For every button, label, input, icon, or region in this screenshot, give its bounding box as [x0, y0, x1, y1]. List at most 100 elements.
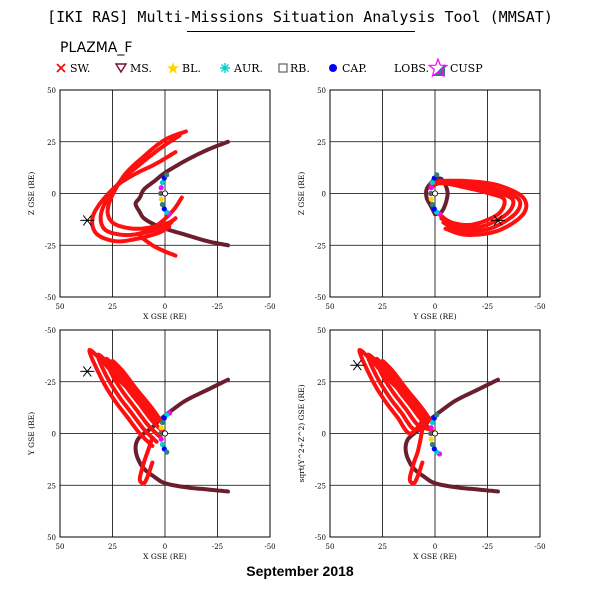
x-axis-label: X GSE (RE)	[143, 552, 187, 561]
panel-1: 50 50 25 25 0 0 -25 -25 -50 -50 X GSE (RE) Z GSE (R…	[27, 87, 276, 321]
earth-marker	[431, 190, 438, 197]
y-tick-label: 0	[52, 431, 56, 439]
orbit-track	[87, 348, 155, 448]
bow-shock-curve	[133, 377, 230, 494]
x-tick-label: -50	[264, 543, 275, 551]
y-tick-label: -50	[315, 534, 326, 542]
y-axis-label: Z GSE (RE)	[297, 172, 306, 216]
x-tick-label: 0	[163, 303, 167, 311]
y-tick-label: 50	[317, 327, 326, 335]
legend-label: AUR.	[234, 62, 263, 75]
x-tick-label: 50	[56, 543, 65, 551]
x-tick-label: -25	[482, 303, 493, 311]
x-tick-label: -25	[212, 303, 223, 311]
plot-area	[350, 348, 500, 494]
region-marker	[161, 415, 167, 421]
region-marker	[434, 412, 440, 418]
region-marker	[428, 196, 434, 202]
region-marker	[428, 185, 434, 191]
x-axis-label: X GSE (RE)	[143, 312, 187, 321]
y-tick-label: 0	[322, 191, 326, 199]
panel-3: 50 -50 25 -25 0 0 -25 25 -50 50 X GSE (RE) Y GSE (R…	[27, 327, 276, 561]
y-tick-label: 25	[47, 482, 56, 490]
red-x-marker-icon	[56, 63, 66, 73]
plot-area	[80, 129, 230, 258]
plot-area	[424, 172, 529, 238]
panel-4: 50 50 25 25 0 0 -25 -25 -50 -50 X GSE (RE) sqrt(Y^2…	[297, 327, 546, 561]
bow-shock-curve	[424, 176, 450, 217]
orbit-track	[428, 179, 516, 230]
x-axis-label: Y GSE (RE)	[412, 312, 456, 321]
y-tick-label: 50	[47, 87, 56, 95]
region-marker	[159, 441, 166, 448]
orbit-track	[98, 133, 182, 238]
legend-label: RB.	[290, 62, 310, 75]
plot-area	[80, 348, 230, 494]
spacecraft-marker	[491, 215, 505, 226]
region-marker	[158, 430, 164, 437]
x-tick-label: 0	[163, 543, 167, 551]
y-axis-label: Y GSE (RE)	[27, 412, 36, 456]
mission-name: PLAZMA_F	[60, 40, 133, 56]
x-tick-label: 0	[433, 303, 437, 311]
region-marker	[164, 172, 170, 178]
region-marker	[428, 430, 434, 437]
page-title: [IKI RAS] Multi-Missions Situation Analy…	[47, 8, 553, 26]
spacecraft-marker	[80, 366, 95, 377]
earth-marker	[431, 430, 438, 437]
region-marker	[428, 436, 434, 442]
x-tick-label: 50	[56, 303, 65, 311]
legend-label: LOBS.	[394, 62, 430, 75]
x-tick-label: 50	[326, 543, 335, 551]
y-tick-label: 0	[52, 191, 56, 199]
title-underline	[187, 31, 415, 32]
x-tick-label: -50	[534, 543, 545, 551]
y-tick-label: -25	[315, 482, 326, 490]
legend-label: SW.	[70, 62, 91, 75]
cyan-asterisk-marker-icon	[220, 63, 230, 73]
earth-marker	[161, 430, 168, 437]
legend-label: BL.	[182, 62, 201, 75]
region-marker	[428, 425, 434, 431]
y-tick-label: 0	[322, 431, 326, 439]
yellow-star-marker-icon	[167, 62, 179, 74]
y-tick-label: -50	[315, 294, 326, 302]
y-tick-label: 50	[317, 87, 326, 95]
x-tick-label: -25	[212, 543, 223, 551]
y-tick-label: 25	[47, 139, 56, 147]
y-tick-label: 25	[317, 379, 326, 387]
legend-label: CUSP	[450, 62, 483, 75]
region-marker	[158, 425, 164, 431]
region-marker	[159, 419, 166, 426]
x-tick-label: 25	[108, 543, 117, 551]
orbit-track	[357, 348, 425, 436]
region-marker	[158, 190, 164, 197]
x-tick-label: 25	[378, 543, 387, 551]
region-marker	[158, 185, 164, 191]
bow-shock-curve	[133, 139, 230, 248]
region-marker	[429, 201, 436, 208]
x-axis-label: X GSE (RE)	[413, 552, 457, 561]
region-marker	[164, 449, 170, 455]
y-tick-label: 25	[317, 139, 326, 147]
triangle-down-marker-icon	[114, 63, 128, 74]
orbit-track	[90, 150, 178, 244]
x-tick-label: -50	[534, 303, 545, 311]
x-tick-label: 25	[378, 303, 387, 311]
region-marker	[158, 436, 164, 442]
y-tick-label: -50	[45, 294, 56, 302]
region-marker	[161, 206, 167, 212]
spacecraft-marker	[350, 359, 365, 371]
square-marker-icon	[278, 63, 288, 73]
orbit-track	[428, 181, 507, 227]
region-marker	[431, 206, 437, 212]
region-marker	[159, 179, 166, 186]
y-axis-label: Z GSE (RE)	[27, 172, 36, 216]
orbit-track	[137, 435, 155, 486]
region-marker	[431, 446, 437, 452]
x-tick-label: -25	[482, 543, 493, 551]
legend: SW. MS. BL. AUR. RB. CAP. LOBS. CUSP	[54, 58, 594, 82]
earth-marker	[161, 190, 168, 197]
date-caption: September 2018	[246, 563, 354, 579]
